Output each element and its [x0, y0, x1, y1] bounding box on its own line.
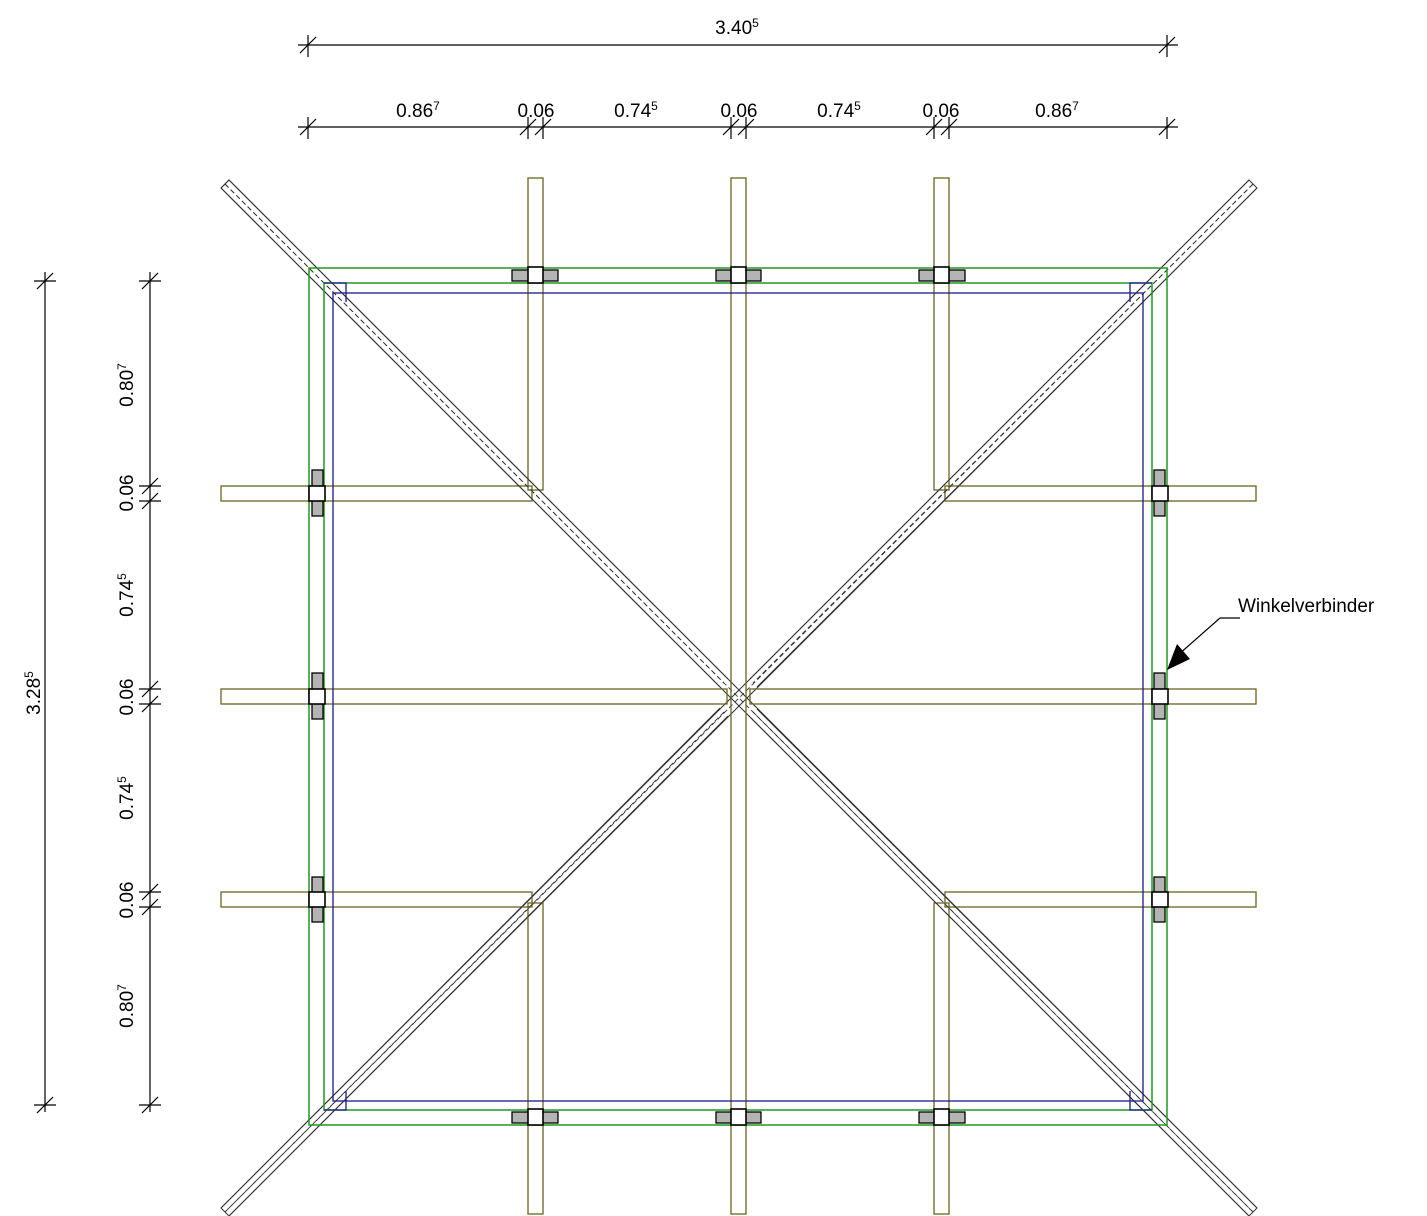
connector-joint: [1151, 688, 1169, 705]
connectors-top: [511, 266, 966, 284]
connector-joint: [933, 266, 950, 284]
left-dimension-total: 3.285: [22, 272, 56, 1114]
callout-label: Winkelverbinder: [1238, 596, 1375, 617]
top-dimension-chain: 0.867 0.06 0.745 0.06 0.745 0.06 0.867: [298, 99, 1178, 139]
connector-joint: [730, 1108, 747, 1126]
top-seg-5: 0.745: [817, 99, 861, 122]
hip-overlay: [220, 179, 1258, 1216]
top-total-label: 3.405: [715, 16, 759, 39]
jack-rafter-left-bottom: [220, 891, 533, 908]
connector-joint: [527, 1108, 544, 1126]
connectors-right: [1151, 469, 1169, 923]
connector-joint: [308, 891, 326, 908]
connector-joint: [1151, 485, 1169, 502]
callout-winkelverbinder: Winkelverbinder: [1167, 596, 1375, 670]
jack-rafter-top-left: [527, 177, 544, 491]
connector-joint: [730, 266, 747, 284]
jack-rafter-left-top: [220, 485, 533, 502]
top-seg-7: 0.867: [1035, 99, 1079, 122]
common-rafter-vertical: [730, 177, 747, 1215]
left-seg-2: 0.06: [117, 475, 138, 512]
rafters: [220, 177, 1257, 1215]
connector-joint: [933, 1108, 950, 1126]
top-seg-3: 0.745: [614, 99, 658, 122]
left-seg-6: 0.06: [117, 882, 138, 919]
connectors-bottom: [511, 1108, 966, 1126]
top-dimension-total: 3.405: [298, 16, 1178, 57]
left-seg-4: 0.06: [117, 679, 138, 716]
top-seg-1: 0.867: [396, 99, 440, 122]
callout-arrowhead: [1167, 644, 1190, 670]
top-seg-2: 0.06: [518, 101, 555, 122]
connector-joint: [527, 266, 544, 284]
left-dimension-chain: 0.807 0.06 0.745 0.06 0.745 0.06 0.807: [115, 272, 161, 1114]
connector-joint: [308, 485, 326, 502]
jack-rafter-bottom-left: [527, 902, 544, 1215]
connector-joint: [308, 688, 326, 705]
common-rafter-horizontal-right: [749, 688, 1257, 705]
top-seg-4: 0.06: [721, 101, 758, 122]
left-seg-1: 0.807: [115, 363, 138, 407]
connector-joint: [1151, 891, 1169, 908]
connectors-left: [308, 469, 326, 923]
wall-plate-inner: [324, 282, 1152, 1111]
jack-rafter-right-top: [944, 485, 1257, 502]
left-seg-3: 0.745: [115, 573, 138, 617]
jack-rafter-top-right: [933, 177, 950, 491]
left-total-label: 3.285: [22, 671, 45, 715]
jack-rafter-right-bottom: [944, 891, 1257, 908]
left-seg-5: 0.745: [115, 776, 138, 820]
jack-rafter-bottom-right: [933, 902, 950, 1215]
left-seg-7: 0.807: [115, 984, 138, 1028]
top-seg-6: 0.06: [923, 101, 960, 122]
common-rafter-horizontal-left: [220, 688, 728, 705]
